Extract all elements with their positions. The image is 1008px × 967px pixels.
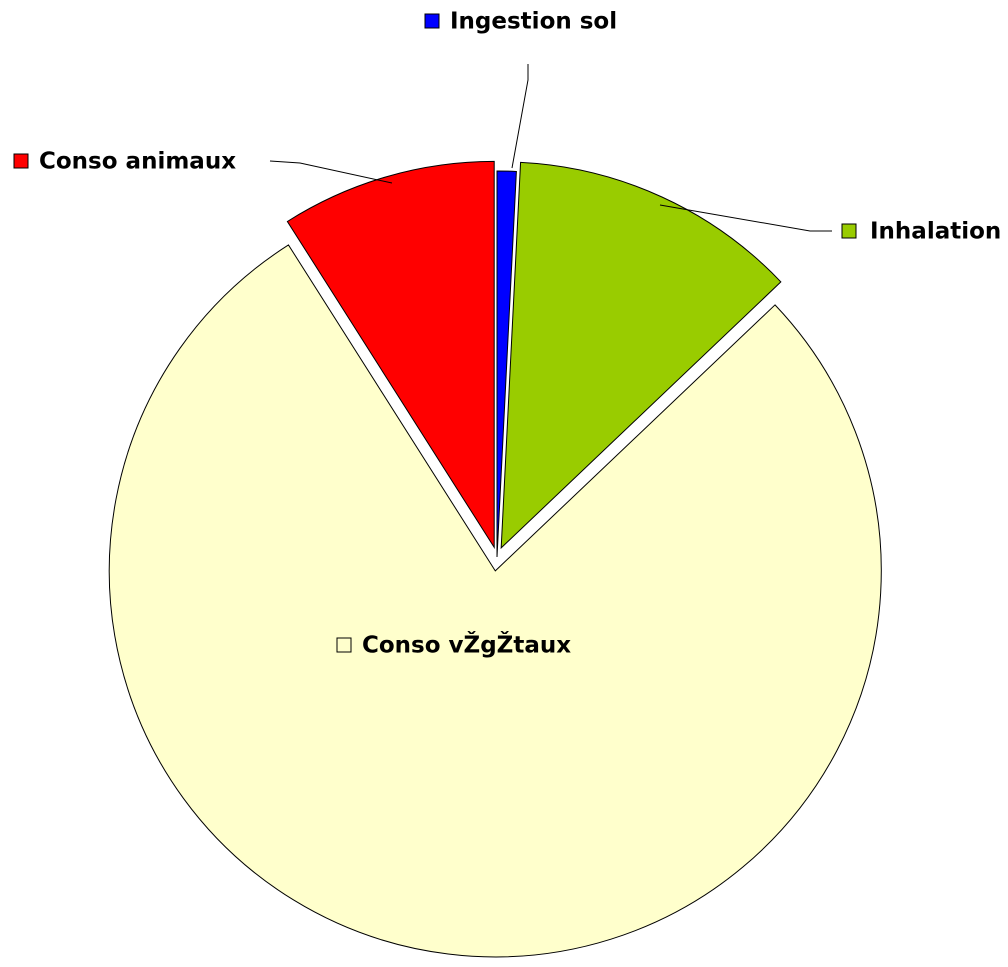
label-marker	[336, 637, 352, 653]
slice-label: Conso animaux	[39, 149, 236, 175]
label-marker	[424, 13, 440, 29]
leader-line	[511, 64, 529, 169]
slice-label: Conso vŽgŽtaux	[362, 631, 571, 659]
pie-slice	[286, 160, 495, 550]
pie-slice	[500, 161, 782, 550]
label-marker	[841, 223, 857, 239]
pie-slice	[496, 170, 517, 558]
leader-line	[269, 160, 393, 184]
slice-label: Inhalation	[870, 219, 1001, 245]
pie-slice	[108, 244, 882, 958]
label-marker	[13, 153, 29, 169]
leader-line	[659, 204, 832, 232]
slice-label: Ingestion sol	[450, 9, 617, 35]
